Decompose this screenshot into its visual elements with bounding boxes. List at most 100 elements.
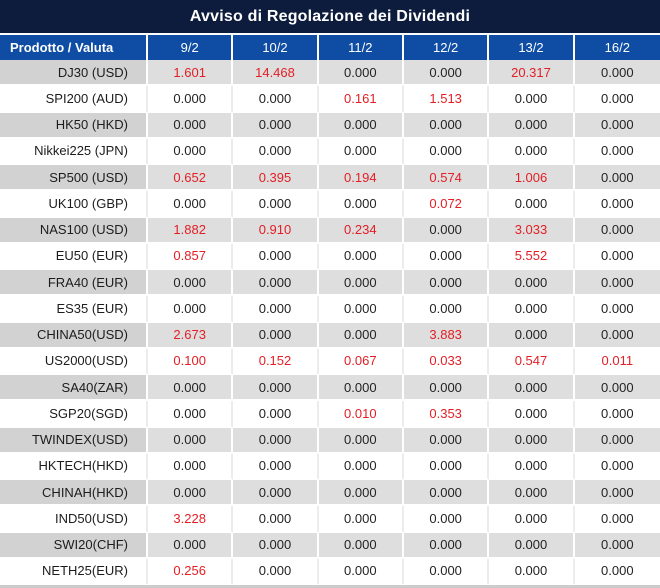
dividend-value-cell: 0.000 [574, 401, 660, 428]
dividend-value-cell: 0.000 [403, 480, 490, 507]
dividend-value-cell: 0.000 [574, 453, 660, 480]
dividend-value-cell: 0.000 [318, 375, 404, 402]
dividend-value-cell: 0.000 [233, 506, 319, 533]
dividend-value-cell: 0.000 [233, 112, 319, 139]
dividend-value-cell: 0.353 [403, 401, 490, 428]
dividend-value-cell: 0.000 [574, 217, 660, 244]
dividend-value-cell: 0.000 [489, 270, 575, 297]
column-header-date: 9/2 [148, 33, 234, 60]
dividend-value-cell: 0.000 [403, 427, 490, 454]
dividend-value-cell: 0.000 [489, 375, 575, 402]
column-header-date: 10/2 [233, 33, 319, 60]
dividend-value-cell: 0.000 [403, 506, 490, 533]
dividend-value-cell: 0.010 [318, 401, 404, 428]
column-header-date: 13/2 [489, 33, 575, 60]
dividend-value-cell: 0.000 [489, 322, 575, 349]
dividend-value-cell: 20.317 [489, 60, 575, 87]
dividend-value-cell: 0.000 [574, 375, 660, 402]
dividend-value-cell: 1.006 [489, 165, 575, 192]
dividend-value-cell: 0.000 [403, 375, 490, 402]
dividend-value-cell: 0.000 [403, 296, 490, 323]
dividend-value-cell: 0.000 [574, 112, 660, 139]
dividend-value-cell: 0.256 [148, 558, 234, 585]
dividend-value-cell: 0.000 [403, 270, 490, 297]
product-cell: TWINDEX(USD) [0, 427, 148, 454]
dividend-value-cell: 0.000 [148, 453, 234, 480]
dividend-value-cell: 0.000 [233, 296, 319, 323]
table-body: DJ30 (USD) 1.601 14.468 0.000 0.000 20.317 0.0… [0, 60, 660, 585]
table-row: HKTECH(HKD) 0.000 0.000 0.000 0.000 0.000 0.00… [0, 453, 660, 480]
dividend-value-cell: 0.000 [403, 243, 490, 270]
dividend-value-cell: 0.000 [233, 243, 319, 270]
dividend-value-cell: 0.000 [403, 112, 490, 139]
dividend-value-cell: 1.601 [148, 60, 234, 87]
dividend-value-cell: 0.072 [403, 191, 490, 218]
dividend-value-cell: 0.000 [233, 270, 319, 297]
table-row: SP500 (USD) 0.652 0.395 0.194 0.574 1.006 0.00… [0, 165, 660, 192]
dividend-value-cell: 0.000 [318, 453, 404, 480]
dividend-value-cell: 0.000 [148, 532, 234, 559]
dividend-value-cell: 0.000 [489, 112, 575, 139]
dividend-value-cell: 0.000 [574, 480, 660, 507]
dividend-value-cell: 0.000 [574, 86, 660, 113]
dividend-value-cell: 0.000 [148, 427, 234, 454]
dividend-value-cell: 0.000 [233, 191, 319, 218]
product-cell: EU50 (EUR) [0, 243, 148, 270]
table-row: US2000(USD) 0.100 0.152 0.067 0.033 0.547 0.01… [0, 348, 660, 375]
dividend-value-cell: 0.000 [318, 60, 404, 87]
dividend-value-cell: 0.652 [148, 165, 234, 192]
dividend-value-cell: 0.000 [318, 296, 404, 323]
product-cell: NETH25(EUR) [0, 558, 148, 585]
dividend-value-cell: 0.000 [574, 296, 660, 323]
dividend-value-cell: 0.000 [318, 243, 404, 270]
dividend-value-cell: 0.000 [489, 558, 575, 585]
page-title: Avviso di Regolazione dei Dividendi [0, 0, 660, 33]
dividend-value-cell: 0.000 [489, 480, 575, 507]
table-row: SPI200 (AUD) 0.000 0.000 0.161 1.513 0.000 0.0… [0, 86, 660, 113]
dividend-value-cell: 1.882 [148, 217, 234, 244]
dividend-value-cell: 0.000 [318, 270, 404, 297]
dividend-value-cell: 0.000 [148, 401, 234, 428]
dividend-value-cell: 0.000 [318, 322, 404, 349]
dividend-value-cell: 0.000 [233, 86, 319, 113]
dividend-value-cell: 0.000 [148, 375, 234, 402]
product-cell: HKTECH(HKD) [0, 453, 148, 480]
table-row: TWINDEX(USD) 0.000 0.000 0.000 0.000 0.000 0.0… [0, 427, 660, 454]
dividend-value-cell: 0.000 [318, 191, 404, 218]
product-cell: HK50 (HKD) [0, 112, 148, 139]
dividend-value-cell: 0.000 [574, 270, 660, 297]
product-cell: CHINAH(HKD) [0, 480, 148, 507]
dividend-value-cell: 3.033 [489, 217, 575, 244]
column-header-date: 12/2 [403, 33, 490, 60]
dividend-value-cell: 0.033 [403, 348, 490, 375]
dividend-value-cell: 0.000 [148, 86, 234, 113]
dividend-value-cell: 0.000 [489, 86, 575, 113]
dividend-value-cell: 0.000 [233, 532, 319, 559]
dividend-value-cell: 0.000 [489, 401, 575, 428]
dividend-value-cell: 0.194 [318, 165, 404, 192]
dividend-value-cell: 0.000 [318, 112, 404, 139]
dividend-value-cell: 0.000 [318, 558, 404, 585]
dividend-value-cell: 3.228 [148, 506, 234, 533]
dividend-value-cell: 0.000 [148, 480, 234, 507]
product-cell: Nikkei225 (JPN) [0, 138, 148, 165]
dividends-table: Prodotto / Valuta 9/2 10/2 11/2 12/2 13/2 16/… [0, 33, 660, 585]
dividend-value-cell: 0.000 [489, 506, 575, 533]
dividend-value-cell: 0.067 [318, 348, 404, 375]
table-row: SA40(ZAR) 0.000 0.000 0.000 0.000 0.000 0.000 [0, 375, 660, 402]
dividend-value-cell: 0.000 [318, 427, 404, 454]
table-row: FRA40 (EUR) 0.000 0.000 0.000 0.000 0.000 0.00… [0, 270, 660, 297]
dividend-value-cell: 0.000 [403, 558, 490, 585]
dividend-value-cell: 0.000 [574, 506, 660, 533]
dividend-value-cell: 0.161 [318, 86, 404, 113]
table-row: HK50 (HKD) 0.000 0.000 0.000 0.000 0.000 0.000 [0, 112, 660, 139]
dividend-value-cell: 0.000 [489, 427, 575, 454]
dividend-value-cell: 0.910 [233, 217, 319, 244]
dividend-value-cell: 0.000 [489, 532, 575, 559]
dividend-value-cell: 1.513 [403, 86, 490, 113]
table-row: NETH25(EUR) 0.256 0.000 0.000 0.000 0.000 0.00… [0, 558, 660, 585]
dividend-value-cell: 14.468 [233, 60, 319, 87]
table-row: ES35 (EUR) 0.000 0.000 0.000 0.000 0.000 0.000 [0, 296, 660, 323]
dividend-value-cell: 0.000 [574, 60, 660, 87]
product-cell: NAS100 (USD) [0, 217, 148, 244]
